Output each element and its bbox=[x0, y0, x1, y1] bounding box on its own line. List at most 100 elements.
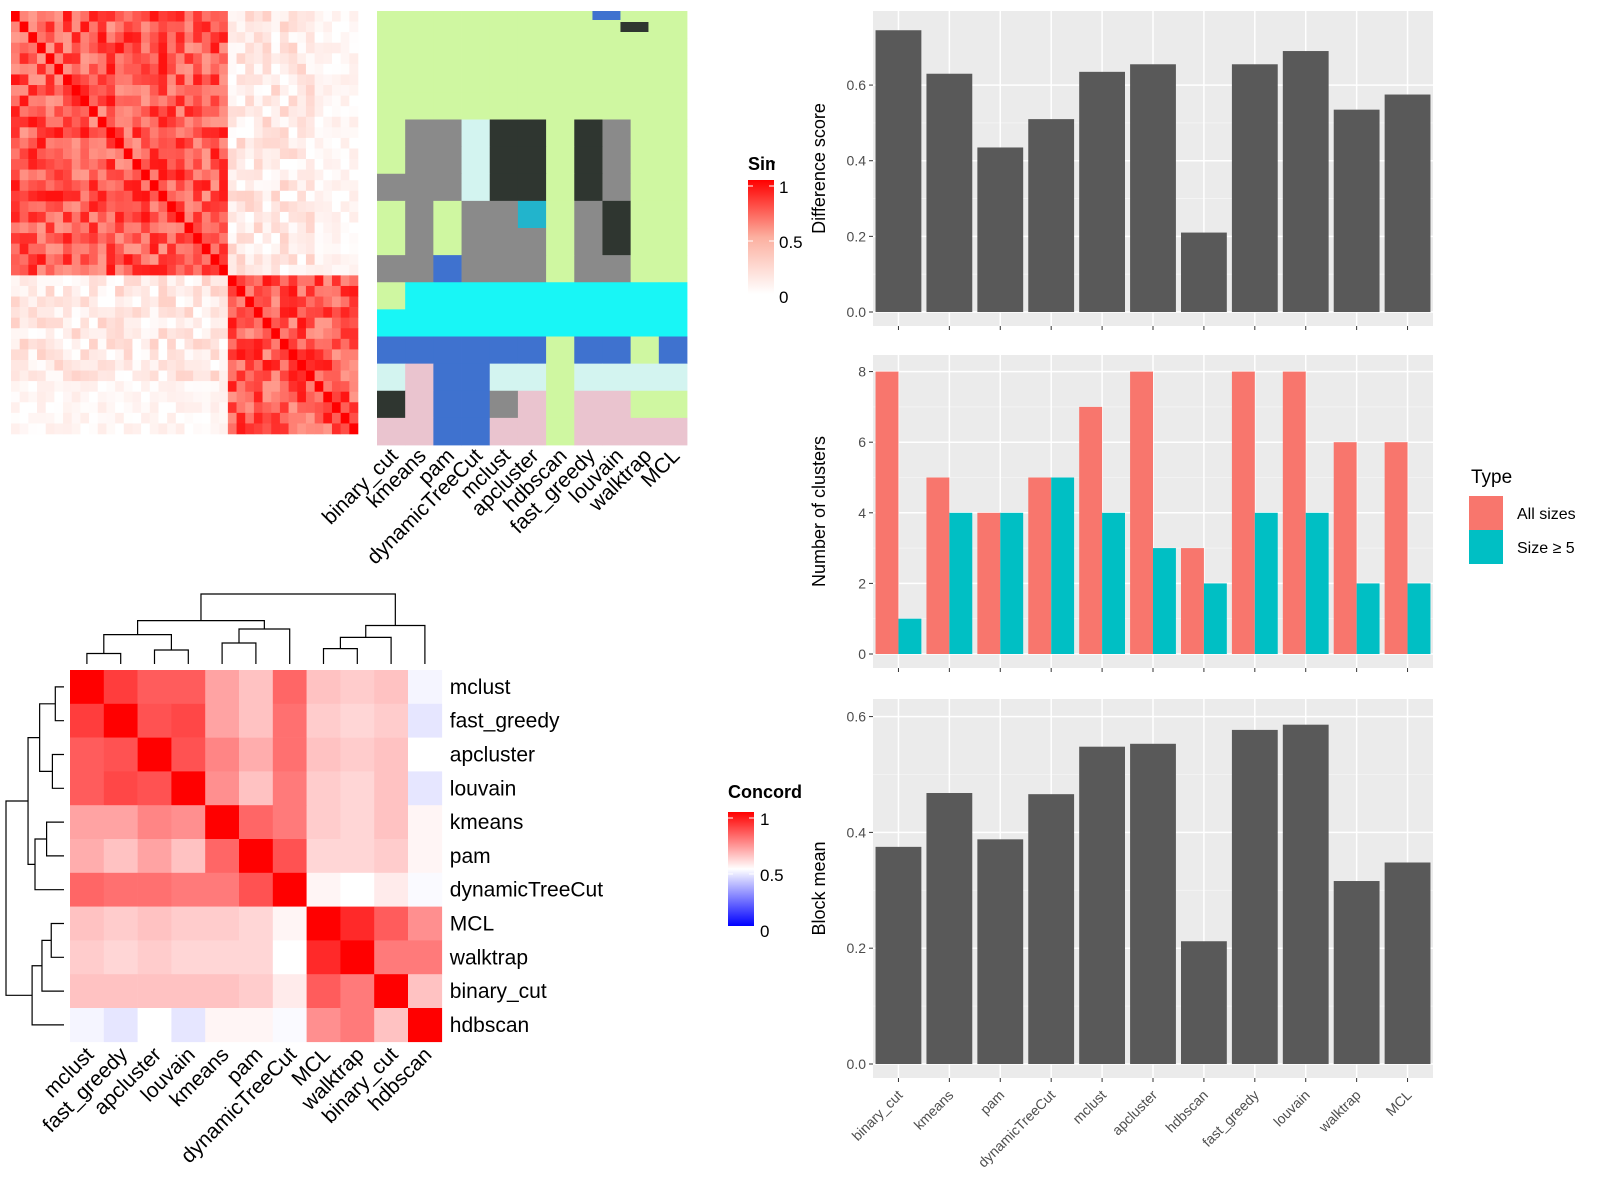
similarity-cell bbox=[245, 243, 255, 255]
similarity-cell bbox=[314, 116, 324, 128]
similarity-cell bbox=[331, 74, 341, 86]
similarity-cell bbox=[132, 359, 142, 371]
similarity-cell bbox=[19, 116, 29, 128]
similarity-cell bbox=[305, 201, 315, 213]
cluster-cell bbox=[433, 92, 462, 120]
similarity-cell bbox=[106, 423, 116, 435]
similarity-cell bbox=[210, 412, 220, 424]
similarity-cell bbox=[236, 148, 246, 160]
similarity-cell bbox=[331, 106, 341, 118]
similarity-cell bbox=[141, 359, 151, 371]
similarity-cell bbox=[45, 42, 55, 54]
similarity-cell bbox=[149, 127, 159, 139]
similarity-cell bbox=[37, 402, 46, 414]
bar bbox=[875, 30, 922, 312]
similarity-cell bbox=[167, 338, 177, 350]
x-category-label: MCL bbox=[1382, 1087, 1414, 1119]
similarity-cell bbox=[184, 338, 194, 350]
similarity-cell bbox=[262, 233, 272, 244]
similarity-cell bbox=[184, 317, 194, 329]
similarity-cell bbox=[349, 370, 359, 382]
similarity-cell bbox=[80, 211, 90, 223]
similarity-cell bbox=[184, 275, 194, 287]
similarity-cell bbox=[236, 74, 246, 86]
concordance-cell bbox=[137, 737, 172, 772]
similarity-cell bbox=[149, 106, 159, 118]
cluster-cell bbox=[461, 417, 491, 446]
similarity-cell bbox=[297, 32, 307, 44]
similarity-cell bbox=[106, 370, 116, 382]
similarity-cell bbox=[227, 423, 237, 435]
y-tick-label: 0.0 bbox=[847, 1056, 867, 1072]
similarity-cell bbox=[115, 254, 125, 266]
similarity-cell bbox=[227, 159, 237, 170]
similarity-cell bbox=[323, 349, 333, 361]
similarity-cell bbox=[271, 359, 281, 371]
similarity-cell bbox=[71, 190, 81, 202]
similarity-cell bbox=[253, 349, 263, 361]
similarity-cell bbox=[201, 370, 211, 382]
similarity-cell bbox=[19, 285, 29, 297]
similarity-cell bbox=[63, 328, 73, 340]
similarity-cell bbox=[210, 190, 220, 202]
similarity-cell bbox=[262, 264, 272, 276]
similarity-legend-tick-1-label: 1 bbox=[779, 178, 788, 197]
similarity-cell bbox=[314, 201, 324, 213]
similarity-cell bbox=[63, 317, 73, 329]
similarity-cell bbox=[45, 307, 55, 318]
cluster-cell bbox=[461, 255, 491, 283]
similarity-cell bbox=[262, 85, 272, 96]
similarity-cell bbox=[349, 211, 359, 223]
cluster-cell bbox=[630, 146, 660, 175]
similarity-cell bbox=[37, 412, 46, 424]
similarity-cell bbox=[184, 106, 194, 118]
similarity-cell bbox=[158, 211, 168, 223]
similarity-cell bbox=[97, 127, 107, 139]
similarity-cell bbox=[97, 42, 107, 54]
similarity-cell bbox=[167, 402, 177, 414]
similarity-cell bbox=[175, 391, 185, 403]
similarity-cell bbox=[37, 254, 46, 266]
concordance-cell bbox=[239, 771, 274, 806]
similarity-cell bbox=[37, 296, 46, 308]
similarity-cell bbox=[323, 190, 333, 202]
similarity-cell bbox=[132, 381, 142, 392]
similarity-cell bbox=[89, 53, 99, 65]
similarity-cell bbox=[201, 402, 211, 414]
y-axis-title: Number of clusters bbox=[809, 436, 829, 587]
similarity-cell bbox=[115, 349, 125, 361]
similarity-cell bbox=[314, 264, 324, 276]
similarity-cell bbox=[158, 180, 168, 192]
similarity-cell bbox=[219, 63, 229, 75]
similarity-cell bbox=[89, 359, 99, 371]
concordance-cell bbox=[239, 974, 274, 1009]
similarity-cell bbox=[279, 95, 289, 107]
similarity-cell bbox=[262, 116, 272, 128]
similarity-cell bbox=[236, 296, 246, 308]
similarity-cell bbox=[184, 201, 194, 213]
similarity-cell bbox=[89, 11, 99, 22]
similarity-cell bbox=[19, 137, 29, 149]
similarity-cell bbox=[141, 243, 151, 255]
cluster-cell bbox=[546, 417, 575, 446]
similarity-cell bbox=[245, 317, 255, 329]
similarity-cell bbox=[305, 317, 315, 329]
similarity-cell bbox=[279, 254, 289, 266]
concordance-cell bbox=[171, 805, 206, 840]
similarity-cell bbox=[37, 328, 46, 340]
concordance-cell bbox=[239, 703, 274, 738]
similarity-cell bbox=[201, 338, 211, 350]
similarity-cell bbox=[227, 381, 237, 392]
similarity-cell bbox=[340, 148, 350, 160]
cluster-cell bbox=[630, 255, 660, 283]
concordance-row-labels: mclustfast_greedyapclusterlouvainkmeansp… bbox=[449, 676, 603, 1037]
similarity-cell bbox=[219, 359, 229, 371]
similarity-cell bbox=[80, 275, 90, 287]
cluster-cell bbox=[546, 173, 575, 202]
similarity-cell bbox=[349, 169, 359, 181]
similarity-cell bbox=[297, 423, 307, 435]
similarity-cell bbox=[175, 106, 185, 118]
similarity-cell bbox=[97, 11, 107, 22]
similarity-cell bbox=[227, 370, 237, 382]
similarity-cell bbox=[193, 285, 203, 297]
